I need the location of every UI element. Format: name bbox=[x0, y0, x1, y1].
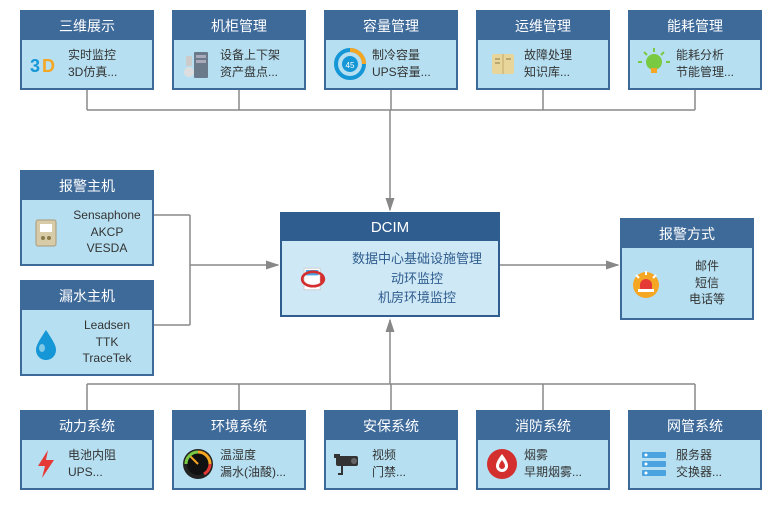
alarmbox-icon bbox=[28, 214, 64, 250]
center-title: DCIM bbox=[282, 214, 498, 241]
module-line: Sensaphone bbox=[68, 207, 146, 224]
alert-module: 报警方式邮件短信电话等 bbox=[620, 218, 754, 320]
module-line: 视频 bbox=[372, 447, 406, 464]
module-line: 温湿度 bbox=[220, 447, 286, 464]
center-lines: 数据中心基础设施管理动环监控机房环境监控 bbox=[342, 249, 492, 308]
module-title: 动力系统 bbox=[22, 412, 152, 440]
module-line: 设备上下架 bbox=[220, 47, 280, 64]
bolt-icon bbox=[28, 446, 64, 482]
meter-icon bbox=[180, 446, 216, 482]
module-title: 机柜管理 bbox=[174, 12, 304, 40]
module-title: 安保系统 bbox=[326, 412, 456, 440]
module-line: AKCP bbox=[68, 224, 146, 241]
module-title: 环境系统 bbox=[174, 412, 304, 440]
bottom-module-3: 消防系统烟雾早期烟雾... bbox=[476, 410, 610, 490]
module-line: 交换器... bbox=[676, 464, 722, 481]
module-lines: 设备上下架资产盘点... bbox=[220, 47, 280, 81]
module-title: 漏水主机 bbox=[22, 282, 152, 310]
bulb-icon bbox=[636, 46, 672, 82]
module-line: Leadsen bbox=[68, 317, 146, 334]
center-line: 数据中心基础设施管理 bbox=[342, 249, 492, 269]
top-module-3: 运维管理故障处理知识库... bbox=[476, 10, 610, 90]
module-line: UPS容量... bbox=[372, 64, 431, 81]
gauge-icon: 45 bbox=[332, 46, 368, 82]
module-line: TTK bbox=[68, 334, 146, 351]
module-title: 报警方式 bbox=[622, 220, 752, 248]
center-dcim: DCIM 数据中心基础设施管理动环监控机房环境监控 bbox=[280, 212, 500, 317]
module-line: 早期烟雾... bbox=[524, 464, 582, 481]
module-lines: 视频门禁... bbox=[372, 447, 406, 481]
module-title: 运维管理 bbox=[478, 12, 608, 40]
svg-text:3: 3 bbox=[30, 56, 40, 76]
module-line: 电池内阻 bbox=[68, 447, 116, 464]
drop-icon bbox=[28, 324, 64, 360]
module-lines: 电池内阻UPS... bbox=[68, 447, 116, 481]
center-line: 动环监控 bbox=[342, 269, 492, 289]
top-module-1: 机柜管理设备上下架资产盘点... bbox=[172, 10, 306, 90]
module-lines: 邮件短信电话等 bbox=[668, 258, 746, 308]
module-lines: 故障处理知识库... bbox=[524, 47, 572, 81]
module-title: 三维展示 bbox=[22, 12, 152, 40]
module-line: 服务器 bbox=[676, 447, 722, 464]
bottom-module-1: 环境系统温湿度漏水(油酸)... bbox=[172, 410, 306, 490]
module-line: 短信 bbox=[668, 275, 746, 292]
module-line: 能耗分析 bbox=[676, 47, 734, 64]
module-line: 故障处理 bbox=[524, 47, 572, 64]
module-lines: SensaphoneAKCPVESDA bbox=[68, 207, 146, 257]
module-title: 能耗管理 bbox=[630, 12, 760, 40]
module-line: 漏水(油酸)... bbox=[220, 464, 286, 481]
server-icon bbox=[636, 446, 672, 482]
module-line: 节能管理... bbox=[676, 64, 734, 81]
module-line: 实时监控 bbox=[68, 47, 117, 64]
module-lines: 烟雾早期烟雾... bbox=[524, 447, 582, 481]
top-module-2: 容量管理 45 制冷容量UPS容量... bbox=[324, 10, 458, 90]
module-lines: 服务器交换器... bbox=[676, 447, 722, 481]
module-lines: 能耗分析节能管理... bbox=[676, 47, 734, 81]
module-lines: 实时监控3D仿真... bbox=[68, 47, 117, 81]
module-line: 邮件 bbox=[668, 258, 746, 275]
module-line: 电话等 bbox=[668, 291, 746, 308]
module-lines: 温湿度漏水(油酸)... bbox=[220, 447, 286, 481]
module-line: TraceTek bbox=[68, 350, 146, 367]
left-module-alarm: 报警主机 SensaphoneAKCPVESDA bbox=[20, 170, 154, 266]
module-line: 门禁... bbox=[372, 464, 406, 481]
fire-icon bbox=[484, 446, 520, 482]
module-lines: 制冷容量UPS容量... bbox=[372, 47, 431, 81]
3d-icon: 3D bbox=[28, 46, 64, 82]
module-line: 资产盘点... bbox=[220, 64, 280, 81]
bottom-module-4: 网管系统服务器交换器... bbox=[628, 410, 762, 490]
svg-text:45: 45 bbox=[346, 61, 355, 70]
module-line: 知识库... bbox=[524, 64, 572, 81]
camera-icon bbox=[332, 446, 368, 482]
cabinet-icon bbox=[180, 46, 216, 82]
siren-icon bbox=[628, 265, 664, 301]
svg-text:D: D bbox=[42, 56, 55, 76]
module-line: VESDA bbox=[68, 240, 146, 257]
book-icon bbox=[484, 46, 520, 82]
module-lines: LeadsenTTKTraceTek bbox=[68, 317, 146, 367]
centerbox-icon bbox=[288, 254, 338, 304]
top-module-0: 三维展示3D实时监控3D仿真... bbox=[20, 10, 154, 90]
module-title: 消防系统 bbox=[478, 412, 608, 440]
module-line: 烟雾 bbox=[524, 447, 582, 464]
module-line: 3D仿真... bbox=[68, 64, 117, 81]
center-line: 机房环境监控 bbox=[342, 288, 492, 308]
bottom-module-2: 安保系统视频门禁... bbox=[324, 410, 458, 490]
module-title: 容量管理 bbox=[326, 12, 456, 40]
bottom-module-0: 动力系统电池内阻UPS... bbox=[20, 410, 154, 490]
left-module-leak: 漏水主机 LeadsenTTKTraceTek bbox=[20, 280, 154, 376]
module-line: UPS... bbox=[68, 464, 116, 481]
top-module-4: 能耗管理能耗分析节能管理... bbox=[628, 10, 762, 90]
module-title: 报警主机 bbox=[22, 172, 152, 200]
module-title: 网管系统 bbox=[630, 412, 760, 440]
module-line: 制冷容量 bbox=[372, 47, 431, 64]
